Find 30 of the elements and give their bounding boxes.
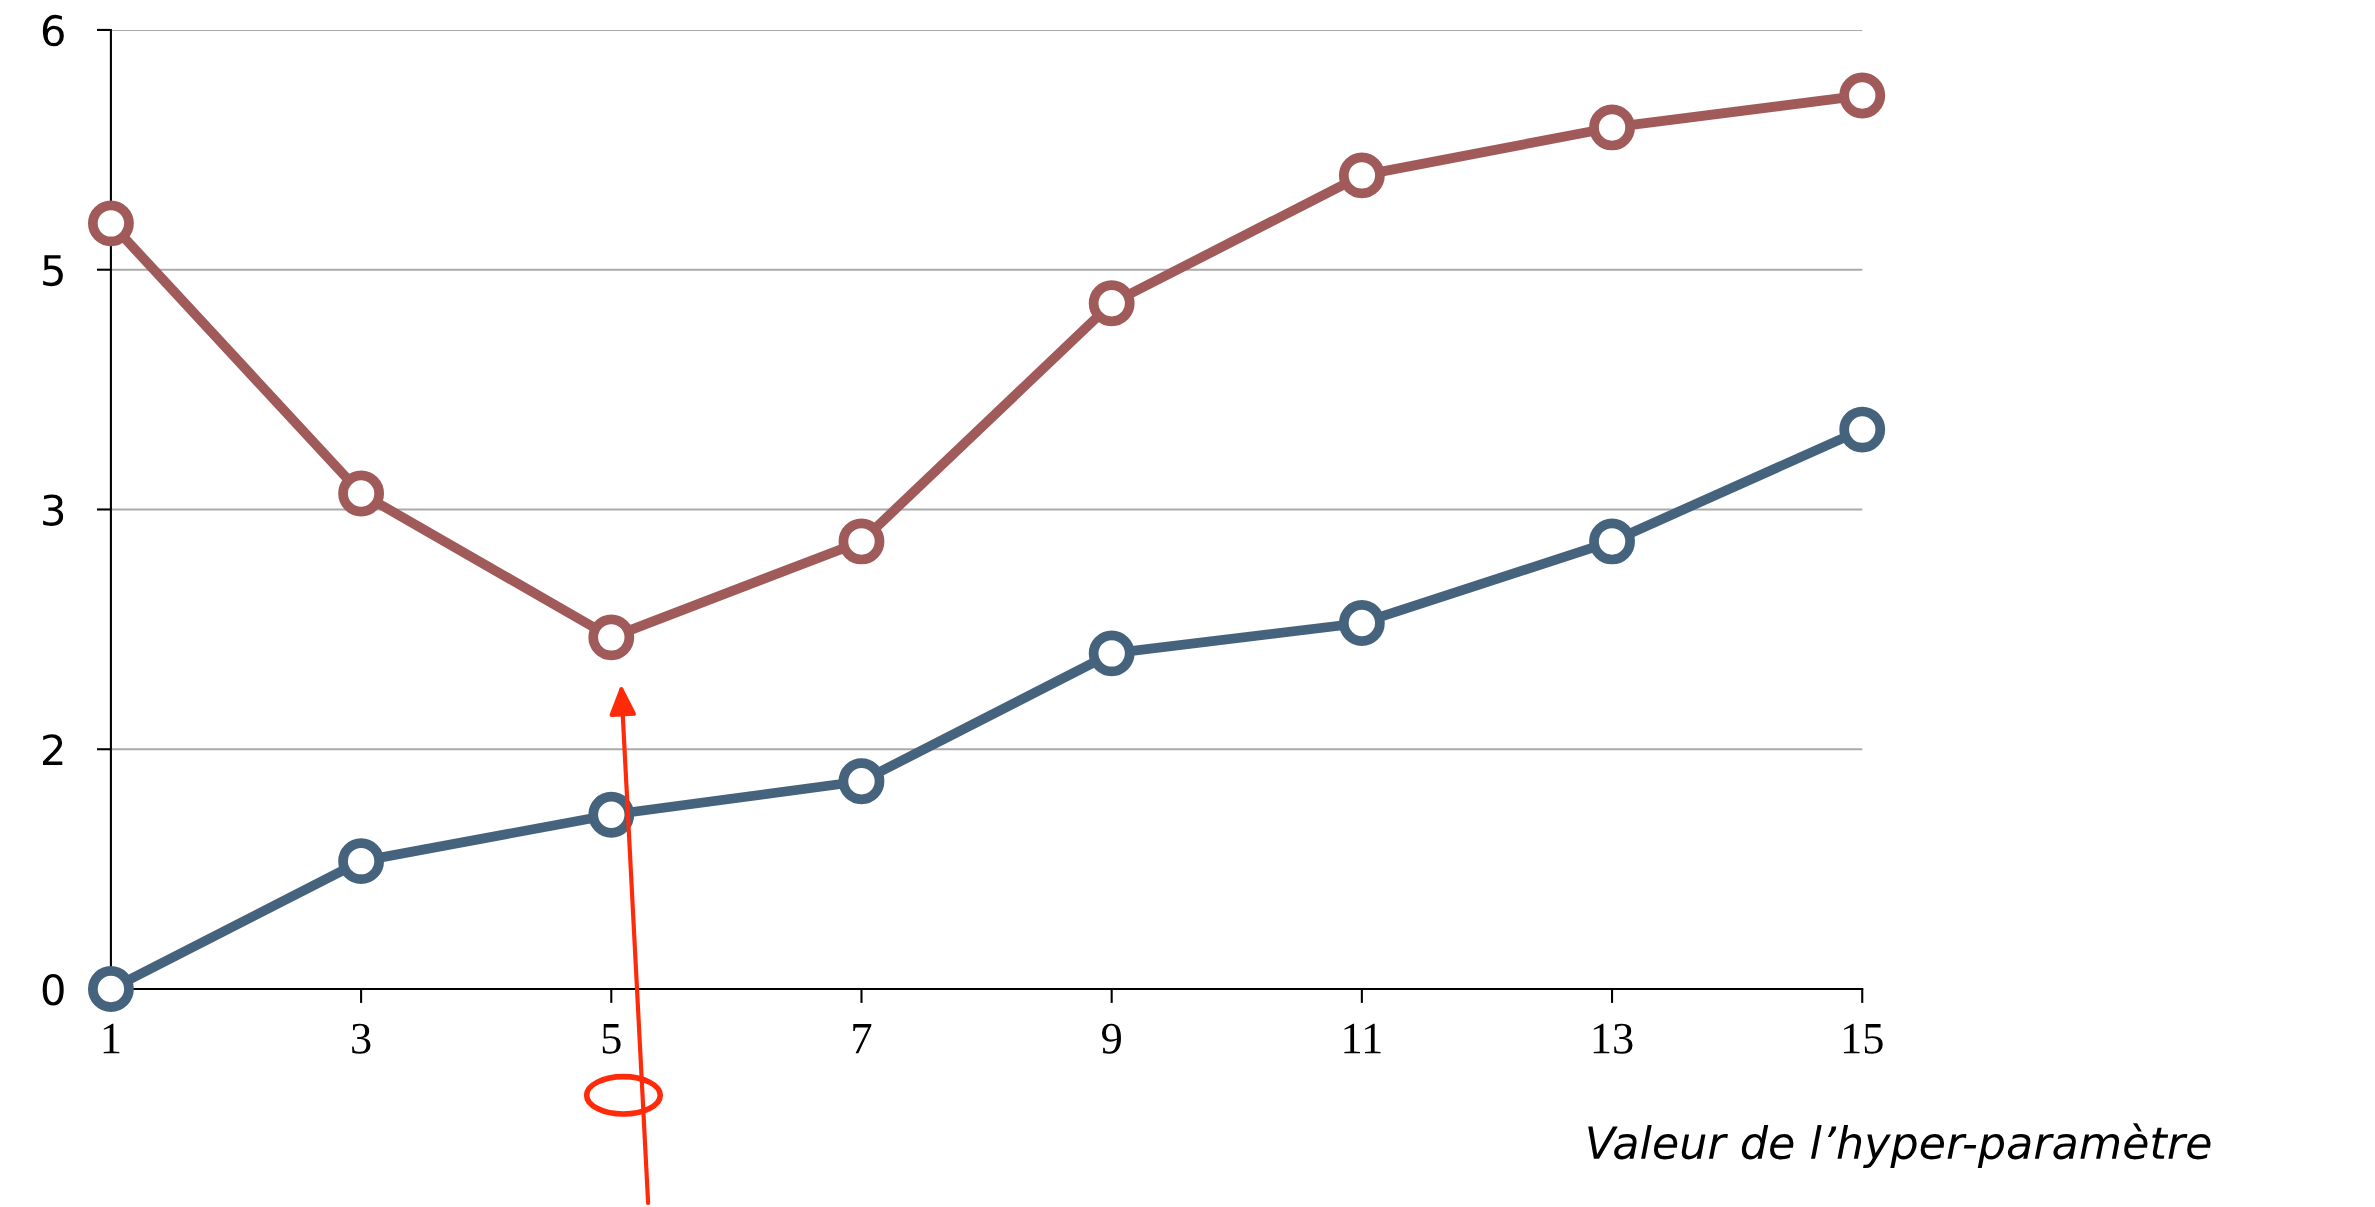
point bbox=[1338, 152, 1385, 199]
point bbox=[1589, 104, 1635, 151]
y-tick-label: 0 bbox=[42, 973, 64, 1006]
x-axis-title: Valeur de l’hyper-paramètre bbox=[1588, 1123, 2211, 1169]
x-tick-label: 1 bbox=[103, 1023, 120, 1054]
y-tick-label: 2 bbox=[43, 734, 63, 766]
point bbox=[1589, 518, 1635, 565]
x-tick-label: 13 bbox=[1593, 1023, 1633, 1054]
point bbox=[1088, 630, 1135, 677]
x-tick-label: 15 bbox=[1843, 1023, 1883, 1054]
point bbox=[588, 614, 635, 661]
x-tick-label: 11 bbox=[1344, 1023, 1381, 1054]
x-tick-label: 5 bbox=[602, 1024, 621, 1054]
point bbox=[588, 791, 635, 838]
y-tick-label: 5 bbox=[43, 255, 63, 287]
point bbox=[88, 966, 134, 1012]
point bbox=[1839, 72, 1886, 119]
point bbox=[338, 470, 385, 517]
point bbox=[338, 838, 385, 885]
point bbox=[838, 758, 885, 805]
x-tick-label: 9 bbox=[1101, 1023, 1121, 1054]
point bbox=[1839, 406, 1886, 453]
x-tick-label: 7 bbox=[853, 1024, 872, 1054]
point bbox=[1338, 600, 1385, 646]
x-tick-label: 3 bbox=[352, 1023, 371, 1054]
y-tick-label: 3 bbox=[43, 494, 64, 526]
point bbox=[838, 518, 885, 565]
y-tick-label: 6 bbox=[42, 14, 64, 47]
point bbox=[1088, 280, 1135, 327]
point bbox=[88, 200, 134, 247]
